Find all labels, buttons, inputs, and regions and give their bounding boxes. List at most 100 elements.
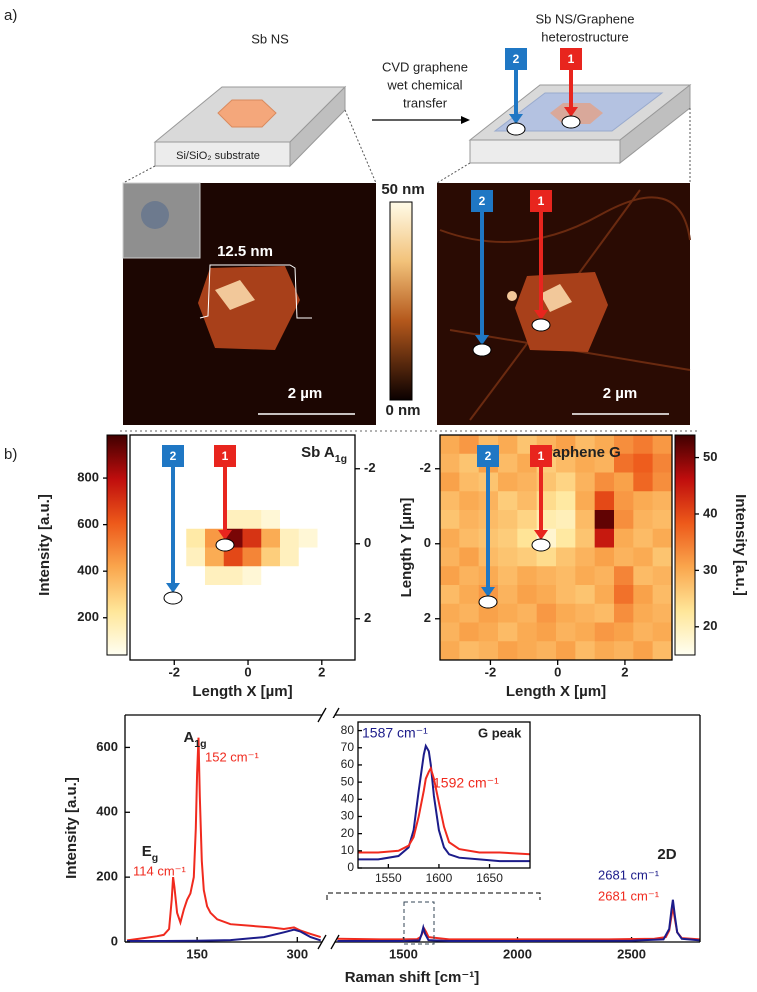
marker-label: 1 [538, 449, 545, 463]
y-tick-label: 50 [341, 774, 355, 788]
heat-cell [517, 510, 537, 530]
heat-cell [242, 472, 262, 492]
peak-label: 2D [657, 846, 676, 863]
marker-label: 1 [222, 449, 229, 463]
heat-cell [556, 566, 576, 586]
heat-cell [633, 472, 653, 492]
axis-break [317, 934, 327, 950]
afm-image-right [436, 108, 691, 425]
heat-cell [459, 566, 479, 586]
x-tick-label: 2000 [503, 946, 532, 961]
spot [506, 122, 526, 136]
colorbar-label: Intensity [a.u.] [36, 494, 53, 596]
heat-cell [242, 547, 262, 567]
map-title-sub: 1g [335, 453, 347, 465]
heat-cell [205, 510, 225, 530]
heat-cell [317, 472, 337, 492]
transfer-arrow [372, 116, 470, 124]
spectrum-line [337, 906, 701, 941]
heat-cell [223, 491, 243, 511]
heat-cell [556, 510, 576, 530]
heat-cell [594, 547, 615, 567]
heat-cell [594, 528, 615, 548]
heat-cell [336, 435, 356, 455]
heat-cell [575, 491, 595, 511]
schematic-title: Sb NS [251, 31, 289, 46]
heat-cell [652, 435, 673, 455]
heat-cell [186, 491, 206, 511]
heat-cell [167, 566, 187, 586]
heat-cell [223, 641, 243, 661]
heat-cell [130, 585, 150, 605]
heat-cell [317, 585, 337, 605]
marker-box [560, 48, 582, 70]
x-tick-label: 2500 [617, 946, 646, 961]
y-tick-label: 40 [341, 791, 355, 805]
colorbar-tick-label: 200 [77, 609, 99, 624]
heat-cell [242, 453, 262, 473]
heat-cell [205, 472, 225, 492]
heat-cell [556, 435, 576, 455]
heat-cell [498, 603, 518, 623]
shift-label: 152 cm⁻¹ [205, 749, 259, 764]
heat-cell [633, 566, 653, 586]
schematic-title: heterostructure [541, 29, 628, 44]
heat-cell [242, 510, 262, 530]
heat-cell [594, 472, 615, 492]
heat-cell [498, 585, 518, 605]
heat-cell [594, 603, 615, 623]
peak-label-main: A [183, 729, 194, 746]
peak-label: Eg [142, 843, 158, 864]
spectrum-line [337, 899, 701, 942]
heat-cell [148, 566, 168, 586]
heat-cell [280, 435, 300, 455]
heat-cell [336, 547, 356, 567]
heat-cell [298, 528, 318, 548]
heat-cell [633, 491, 653, 511]
x-tick-label: 0 [554, 664, 561, 679]
heat-cell [536, 603, 557, 623]
heat-cell [167, 603, 187, 623]
map-title-main: Sb A [301, 444, 335, 461]
transfer-text: CVD graphene [382, 59, 468, 74]
x-axis-label: Raman shift [cm⁻¹] [345, 969, 480, 986]
heat-cell [205, 622, 225, 642]
heat-cell [652, 491, 673, 511]
heat-cell [556, 528, 576, 548]
heat-cell [167, 491, 187, 511]
heat-cell [261, 453, 281, 473]
heat-cell [167, 528, 187, 548]
peak-label-main: E [142, 843, 152, 860]
y-tick-label: 60 [341, 757, 355, 771]
heat-cell [440, 585, 460, 605]
marker-label: 2 [513, 52, 520, 66]
spot [215, 538, 235, 552]
marker-label: 1 [568, 52, 575, 66]
heat-cell [594, 491, 615, 511]
heat-cell [536, 622, 557, 642]
heat-cell [205, 566, 225, 586]
heat-cell [167, 641, 187, 661]
heat-cell [633, 585, 653, 605]
heat-cell [280, 547, 300, 567]
heat-cell [242, 491, 262, 511]
heat-cell [440, 547, 460, 567]
heat-cell [186, 472, 206, 492]
heat-cell [336, 528, 356, 548]
heat-cell [242, 603, 262, 623]
heat-cell [242, 528, 262, 548]
marker-arrowhead [481, 587, 495, 597]
heat-cell [148, 603, 168, 623]
heat-cell [440, 603, 460, 623]
heat-cell [186, 435, 206, 455]
heat-cell [130, 622, 150, 642]
x-tick-label: 1550 [375, 871, 402, 885]
y-axis-label: Length Y [µm] [398, 498, 415, 598]
heat-cell [317, 622, 337, 642]
heat-cell [440, 453, 460, 473]
marker-box [530, 445, 552, 467]
heat-cell [652, 453, 673, 473]
heat-cell [614, 472, 634, 492]
heat-cell [167, 547, 187, 567]
